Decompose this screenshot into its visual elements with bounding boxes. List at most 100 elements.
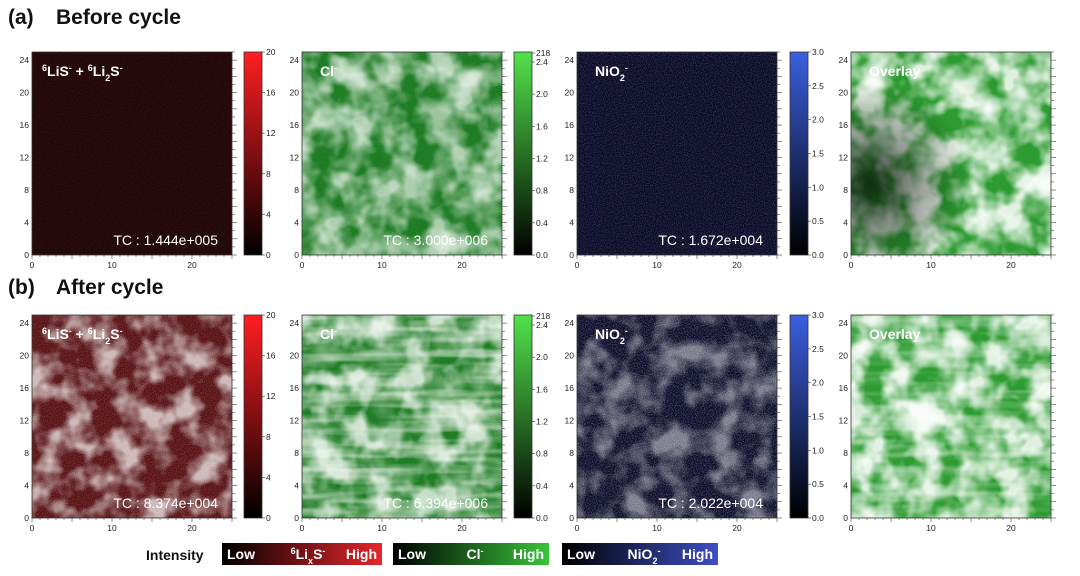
- y-tick-label: 16: [839, 120, 849, 130]
- y-tick-label: 4: [843, 218, 848, 228]
- total-count-label: TC : 3.000e+006: [383, 232, 488, 248]
- colorbar-tick-label: 2.0: [812, 115, 824, 125]
- y-tick-label: 0: [24, 513, 29, 523]
- y-tick-label: 8: [294, 448, 299, 458]
- colorbar-nio: 3.0 2.5 2.0 1.5 1.0 0.5 0.0: [789, 310, 824, 523]
- colorbar-tick-label: 0.0: [536, 250, 548, 260]
- colorbar-tick-label: 0.8: [536, 449, 548, 459]
- legend-species: 6LixS-: [291, 546, 326, 566]
- colorbar-tick-label: 218: [536, 311, 550, 321]
- colorbar-tick-label: 2.4: [536, 320, 548, 330]
- species-label-overlay: Overlay: [869, 326, 921, 342]
- total-count-label: TC : 8.374e+004: [113, 495, 218, 511]
- panel-a-heading: Before cycle: [56, 6, 181, 29]
- x-tick-label: 10: [926, 523, 936, 533]
- y-tick-label: 0: [569, 513, 574, 523]
- colorbar-tick-label: 0: [266, 250, 271, 260]
- y-tick-label: 24: [839, 55, 849, 65]
- map-a-nio: 24 20 16 12 8 4 00 10 20 NiO2- TC : 1.672e+004 3.0 2…: [565, 47, 825, 270]
- colorbar-tick-label: 218: [536, 48, 550, 58]
- y-tick-label: 12: [565, 416, 575, 426]
- x-tick-label: 10: [107, 260, 117, 270]
- colorbar-nio: 3.0 2.5 2.0 1.5 1.0 0.5 0.0: [789, 47, 824, 260]
- x-tick-label: 20: [1006, 260, 1016, 270]
- total-count-label: TC : 1.444e+005: [113, 232, 218, 248]
- legend-low: Low: [567, 546, 595, 562]
- colorbar-tick-label: 2.5: [812, 81, 824, 91]
- map-a-overlay: 24 20 16 12 8 4 00 10 20 Overlay: [839, 51, 1056, 270]
- map-right-ticks: [301, 51, 507, 259]
- colorbar-tick-label: 2.5: [812, 344, 824, 354]
- y-tick-label: 0: [294, 250, 299, 260]
- y-tick-label: 24: [565, 55, 575, 65]
- y-tick-label: 20: [20, 88, 30, 98]
- y-tick-label: 24: [290, 55, 300, 65]
- x-tick-label: 10: [377, 260, 387, 270]
- y-tick-label: 16: [20, 383, 30, 393]
- y-tick-label: 24: [839, 318, 849, 328]
- legend-high: High: [682, 546, 713, 562]
- y-tick-label: 12: [20, 416, 30, 426]
- y-tick-label: 16: [839, 383, 849, 393]
- total-count-label: TC : 6.394e+006: [383, 495, 488, 511]
- y-tick-label: 4: [294, 481, 299, 491]
- colorbar-tick-label: 0.0: [812, 513, 824, 523]
- x-tick-label: 10: [377, 523, 387, 533]
- legend-bar-0: Low High 6LixS-: [222, 543, 382, 566]
- panel-a-title: (a) Before cycle: [8, 6, 181, 29]
- legend-high: High: [346, 546, 377, 562]
- colorbar-tick-label: 0.5: [812, 479, 824, 489]
- panel-a-tag: (a): [8, 6, 34, 29]
- colorbar-tick-label: 1.6: [536, 384, 548, 394]
- colorbar-tick-label: 1.0: [812, 445, 824, 455]
- colorbar-tick-label: 1.5: [812, 149, 824, 159]
- y-tick-label: 4: [24, 218, 29, 228]
- panel-b-tag: (b): [8, 276, 35, 299]
- species-label-nio: NiO2-: [595, 63, 628, 83]
- map-right-ticks: [31, 314, 237, 522]
- y-tick-label: 12: [839, 153, 849, 163]
- map-image: [577, 52, 777, 255]
- y-tick-label: 16: [20, 120, 30, 130]
- map-right-ticks: [576, 314, 782, 522]
- y-tick-label: 16: [290, 383, 300, 393]
- legend-species: NiO2-: [628, 546, 661, 566]
- x-tick-label: 0: [30, 523, 35, 533]
- x-tick-label: 20: [187, 523, 197, 533]
- y-tick-label: 16: [290, 120, 300, 130]
- colorbar-tick-label: 1.5: [812, 412, 824, 422]
- y-tick-label: 4: [843, 481, 848, 491]
- species-label-lis: 6LiS- + 6Li2S-: [42, 63, 123, 83]
- total-count-label: TC : 2.022e+004: [658, 495, 763, 511]
- y-tick-label: 8: [843, 448, 848, 458]
- x-tick-label: 0: [300, 523, 305, 533]
- x-tick-label: 0: [30, 260, 35, 270]
- colorbar-tick-label: 4: [266, 209, 271, 219]
- y-tick-label: 12: [290, 416, 300, 426]
- map-image: [851, 52, 1051, 255]
- map-b-nio: 24 20 16 12 8 4 00 10 20 NiO2- TC : 2.022e+004 3.0 2…: [565, 310, 825, 533]
- legend-low: Low: [398, 546, 426, 562]
- panel-b-heading: After cycle: [56, 276, 163, 299]
- legend-species: Cl-: [467, 546, 484, 562]
- colorbar-tick-label: 0.8: [536, 186, 548, 196]
- y-tick-label: 20: [20, 351, 30, 361]
- species-label-lis: 6LiS- + 6Li2S-: [42, 326, 123, 346]
- colorbar-tick-label: 2.4: [536, 57, 548, 67]
- map-image: [32, 52, 232, 255]
- x-tick-label: 20: [457, 260, 467, 270]
- y-tick-label: 4: [569, 481, 574, 491]
- legend-bar-2: Low High NiO2-: [562, 543, 718, 566]
- y-tick-label: 0: [843, 513, 848, 523]
- y-tick-label: 4: [294, 218, 299, 228]
- legend-low: Low: [227, 546, 255, 562]
- colorbar-tick-label: 8: [266, 432, 271, 442]
- y-tick-label: 8: [569, 448, 574, 458]
- colorbar-tick-label: 2.0: [536, 352, 548, 362]
- x-tick-label: 20: [1006, 523, 1016, 533]
- x-tick-label: 20: [457, 523, 467, 533]
- y-tick-label: 24: [565, 318, 575, 328]
- colorbar-tick-label: 12: [266, 128, 276, 138]
